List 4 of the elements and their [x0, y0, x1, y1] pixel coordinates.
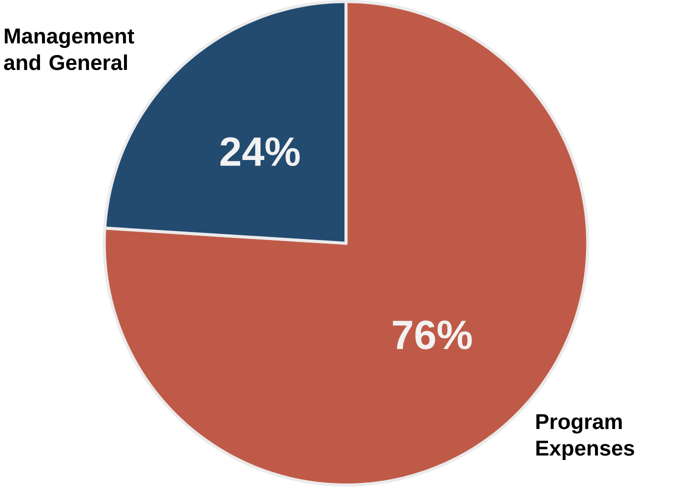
data-label: 24% — [220, 137, 300, 166]
data-label: 76% — [392, 320, 472, 350]
slice-label: Program Expenses — [536, 414, 634, 460]
slice-label: Management and General — [4, 28, 134, 70]
